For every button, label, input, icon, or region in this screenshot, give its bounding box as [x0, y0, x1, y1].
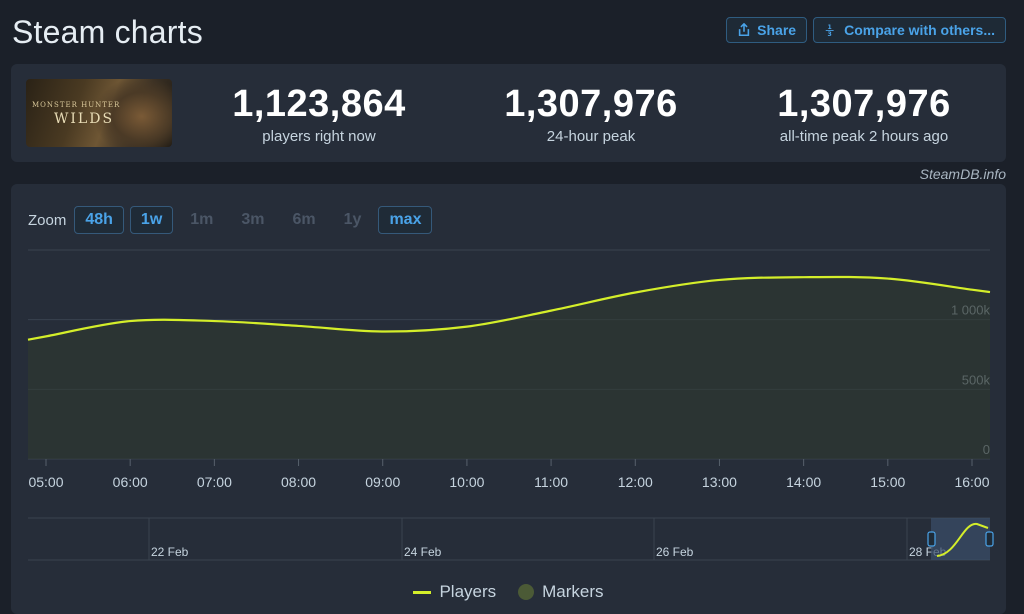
navigator-date-label: 24 Feb [404, 545, 442, 559]
share-label: Share [757, 22, 797, 38]
stat-all-time-peak: 1,307,976 all-time peak 2 hours ago [754, 84, 974, 145]
stat-label: players right now [262, 128, 376, 145]
chart-legend: Players Markers [11, 582, 1006, 602]
top-actions: Share 1 3 Compare with others... [726, 17, 1006, 43]
stat-value: 1,123,864 [232, 83, 406, 125]
zoom-1w-button[interactable]: 1w [129, 206, 174, 234]
svg-text:3: 3 [828, 31, 832, 37]
legend-item-markers[interactable]: Markers [518, 582, 604, 602]
stat-label: all-time peak 2 hours ago [779, 128, 949, 145]
players-swatch [413, 590, 432, 594]
steamdb-credit[interactable]: SteamDB.info [919, 166, 1006, 182]
game-logo-text: MONSTER HUNTER [32, 101, 121, 109]
zoom-1m-button[interactable]: 1m [190, 211, 214, 228]
x-tick-label: 09:00 [365, 474, 400, 490]
stats-card: MONSTER HUNTER WILDS 1,123,864 players r… [11, 64, 1006, 162]
markers-swatch [518, 584, 535, 600]
compare-label: Compare with others... [844, 22, 995, 38]
zoom-label: Zoom [28, 211, 67, 229]
x-tick-label: 08:00 [281, 474, 316, 490]
zoom-3m-button[interactable]: 3m [241, 211, 265, 228]
zoom-1y-button[interactable]: 1y [343, 211, 362, 228]
fraction-icon: 1 3 [825, 24, 834, 37]
x-tick-label: 11:00 [534, 474, 568, 490]
navigator-handle-left [927, 531, 936, 547]
share-icon [738, 23, 750, 37]
x-tick-label: 07:00 [197, 474, 232, 490]
zoom-6m-button[interactable]: 6m [292, 211, 316, 228]
x-tick-label: 10:00 [449, 474, 484, 490]
navigator-date-label: 26 Feb [656, 545, 694, 559]
stat-24h-peak: 1,307,976 24-hour peak [481, 84, 701, 145]
legend-item-players[interactable]: Players [413, 582, 496, 602]
x-tick-label: 06:00 [113, 474, 148, 490]
zoom-48h-button[interactable]: 48h [74, 206, 124, 234]
navigator-window [931, 518, 990, 560]
stat-value: 1,307,976 [777, 83, 951, 125]
x-tick-label: 16:00 [954, 474, 989, 490]
x-tick-label: 14:00 [786, 474, 821, 490]
svg-text:1: 1 [828, 24, 832, 31]
navigator-handle-right [985, 531, 994, 547]
game-logo: MONSTER HUNTER WILDS [32, 101, 122, 127]
player-chart[interactable]: 0500k1 000k05:0006:0007:0008:0009:0010:0… [11, 184, 1006, 579]
page-title: Steam charts [12, 14, 203, 50]
x-tick-label: 15:00 [870, 474, 905, 490]
legend-label-players: Players [439, 582, 497, 601]
players-area [28, 276, 990, 459]
navigator-date-label: 22 Feb [151, 545, 189, 559]
x-tick-label: 05:00 [28, 474, 63, 490]
zoom-max-button[interactable]: max [378, 206, 433, 234]
stat-value: 1,307,976 [504, 83, 678, 125]
compare-button[interactable]: 1 3 Compare with others... [813, 17, 1006, 43]
game-art [96, 79, 172, 147]
share-button[interactable]: Share [726, 17, 808, 43]
stat-label: 24-hour peak [546, 128, 636, 145]
x-tick-label: 13:00 [702, 474, 737, 490]
chart-card: Zoom 48h 1w 1m 3m 6m 1y max 0500k1 000k0… [11, 184, 1006, 614]
stat-players-now: 1,123,864 players right now [209, 84, 429, 145]
legend-label-markers: Markers [542, 582, 604, 601]
game-logo-sub: WILDS [54, 111, 115, 127]
x-tick-label: 12:00 [618, 474, 653, 490]
game-thumbnail[interactable]: MONSTER HUNTER WILDS [26, 79, 172, 147]
players-line [27, 275, 991, 341]
zoom-controls: Zoom 48h 1w 1m 3m 6m 1y max [28, 206, 433, 234]
navigator-line [936, 523, 989, 557]
